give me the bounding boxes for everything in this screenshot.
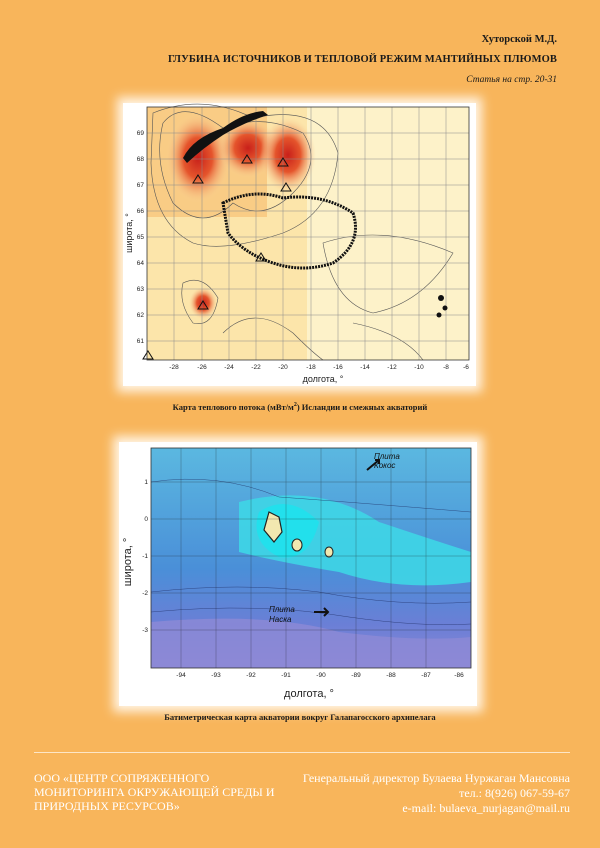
x-tick: -22 [251,364,261,371]
x-tick: -18 [306,364,316,371]
x-tick: -90 [316,672,326,679]
article-reference: Статья на стр. 20-31 [466,75,557,85]
x-tick: -8 [443,364,449,371]
x-axis-label: долгота, ° [284,688,334,700]
map2-caption: Батиметрическая карта акватории вокруг Г… [164,712,436,722]
x-tick: -93 [211,672,221,679]
plate-label: Плита [269,605,295,614]
y-tick: -2 [142,590,148,597]
y-axis-label: широта, ° [122,538,134,587]
x-tick: -20 [278,364,288,371]
director: Генеральный директор Булаева Нуржаган Ма… [302,771,570,785]
y-tick: 1 [144,479,148,486]
map1-caption: Карта теплового потока (мВт/м2) Исландии… [172,402,428,412]
x-tick: -91 [281,672,291,679]
x-tick: -89 [351,672,361,679]
x-tick: -88 [386,672,396,679]
x-tick: -94 [176,672,186,679]
y-tick: 63 [137,286,145,293]
y-tick: 66 [137,208,145,215]
x-tick: -14 [360,364,370,371]
plate-label: Кокос [374,461,395,470]
x-tick: -92 [246,672,256,679]
x-tick: -28 [169,364,179,371]
y-tick: 65 [137,234,145,241]
y-tick: 61 [137,338,145,345]
x-tick: -24 [224,364,234,371]
y-tick: 0 [144,516,148,523]
y-tick: 68 [137,156,145,163]
x-tick: -16 [333,364,343,371]
article-title: ГЛУБИНА ИСТОЧНИКОВ И ТЕПЛОВОЙ РЕЖИМ МАНТ… [167,54,557,65]
heat-flow-map: -28 -26 -24 -22 -20 -18 -16 -14 -12 -10 … [123,103,476,386]
y-tick: 67 [137,182,145,189]
y-tick: 62 [137,312,145,319]
bathymetry-map: Плита Кокос Плита Наска -94 -93 -92 -91 … [119,442,477,706]
x-tick: -12 [387,364,397,371]
contacts: Генеральный директор Булаева Нуржаган Ма… [303,771,570,816]
author: Хуторской М.Д. [481,34,557,45]
y-tick: -3 [142,627,148,634]
plate-label: Наска [269,615,292,624]
plate-label: Плита [374,452,400,461]
y-tick: 64 [137,260,145,267]
x-tick: -10 [414,364,424,371]
phone: тел.: 8(926) 067-59-67 [459,786,570,800]
footer-divider [34,752,570,753]
y-tick: 69 [137,130,145,137]
x-tick: -86 [454,672,464,679]
y-tick: -1 [142,553,148,560]
y-axis-label: широта, ° [124,213,134,253]
email[interactable]: e-mail: bulaeva_nurjagan@mail.ru [402,801,570,815]
organization: ООО «ЦЕНТР СОПРЯЖЕННОГО МОНИТОРИНГА ОКРУ… [34,771,275,813]
x-tick: -87 [421,672,431,679]
x-axis-label: долгота, ° [303,374,344,384]
header: Хуторской М.Д. ГЛУБИНА ИСТОЧНИКОВ И ТЕПЛ… [168,34,557,85]
x-tick: -6 [463,364,469,371]
x-tick: -26 [197,364,207,371]
